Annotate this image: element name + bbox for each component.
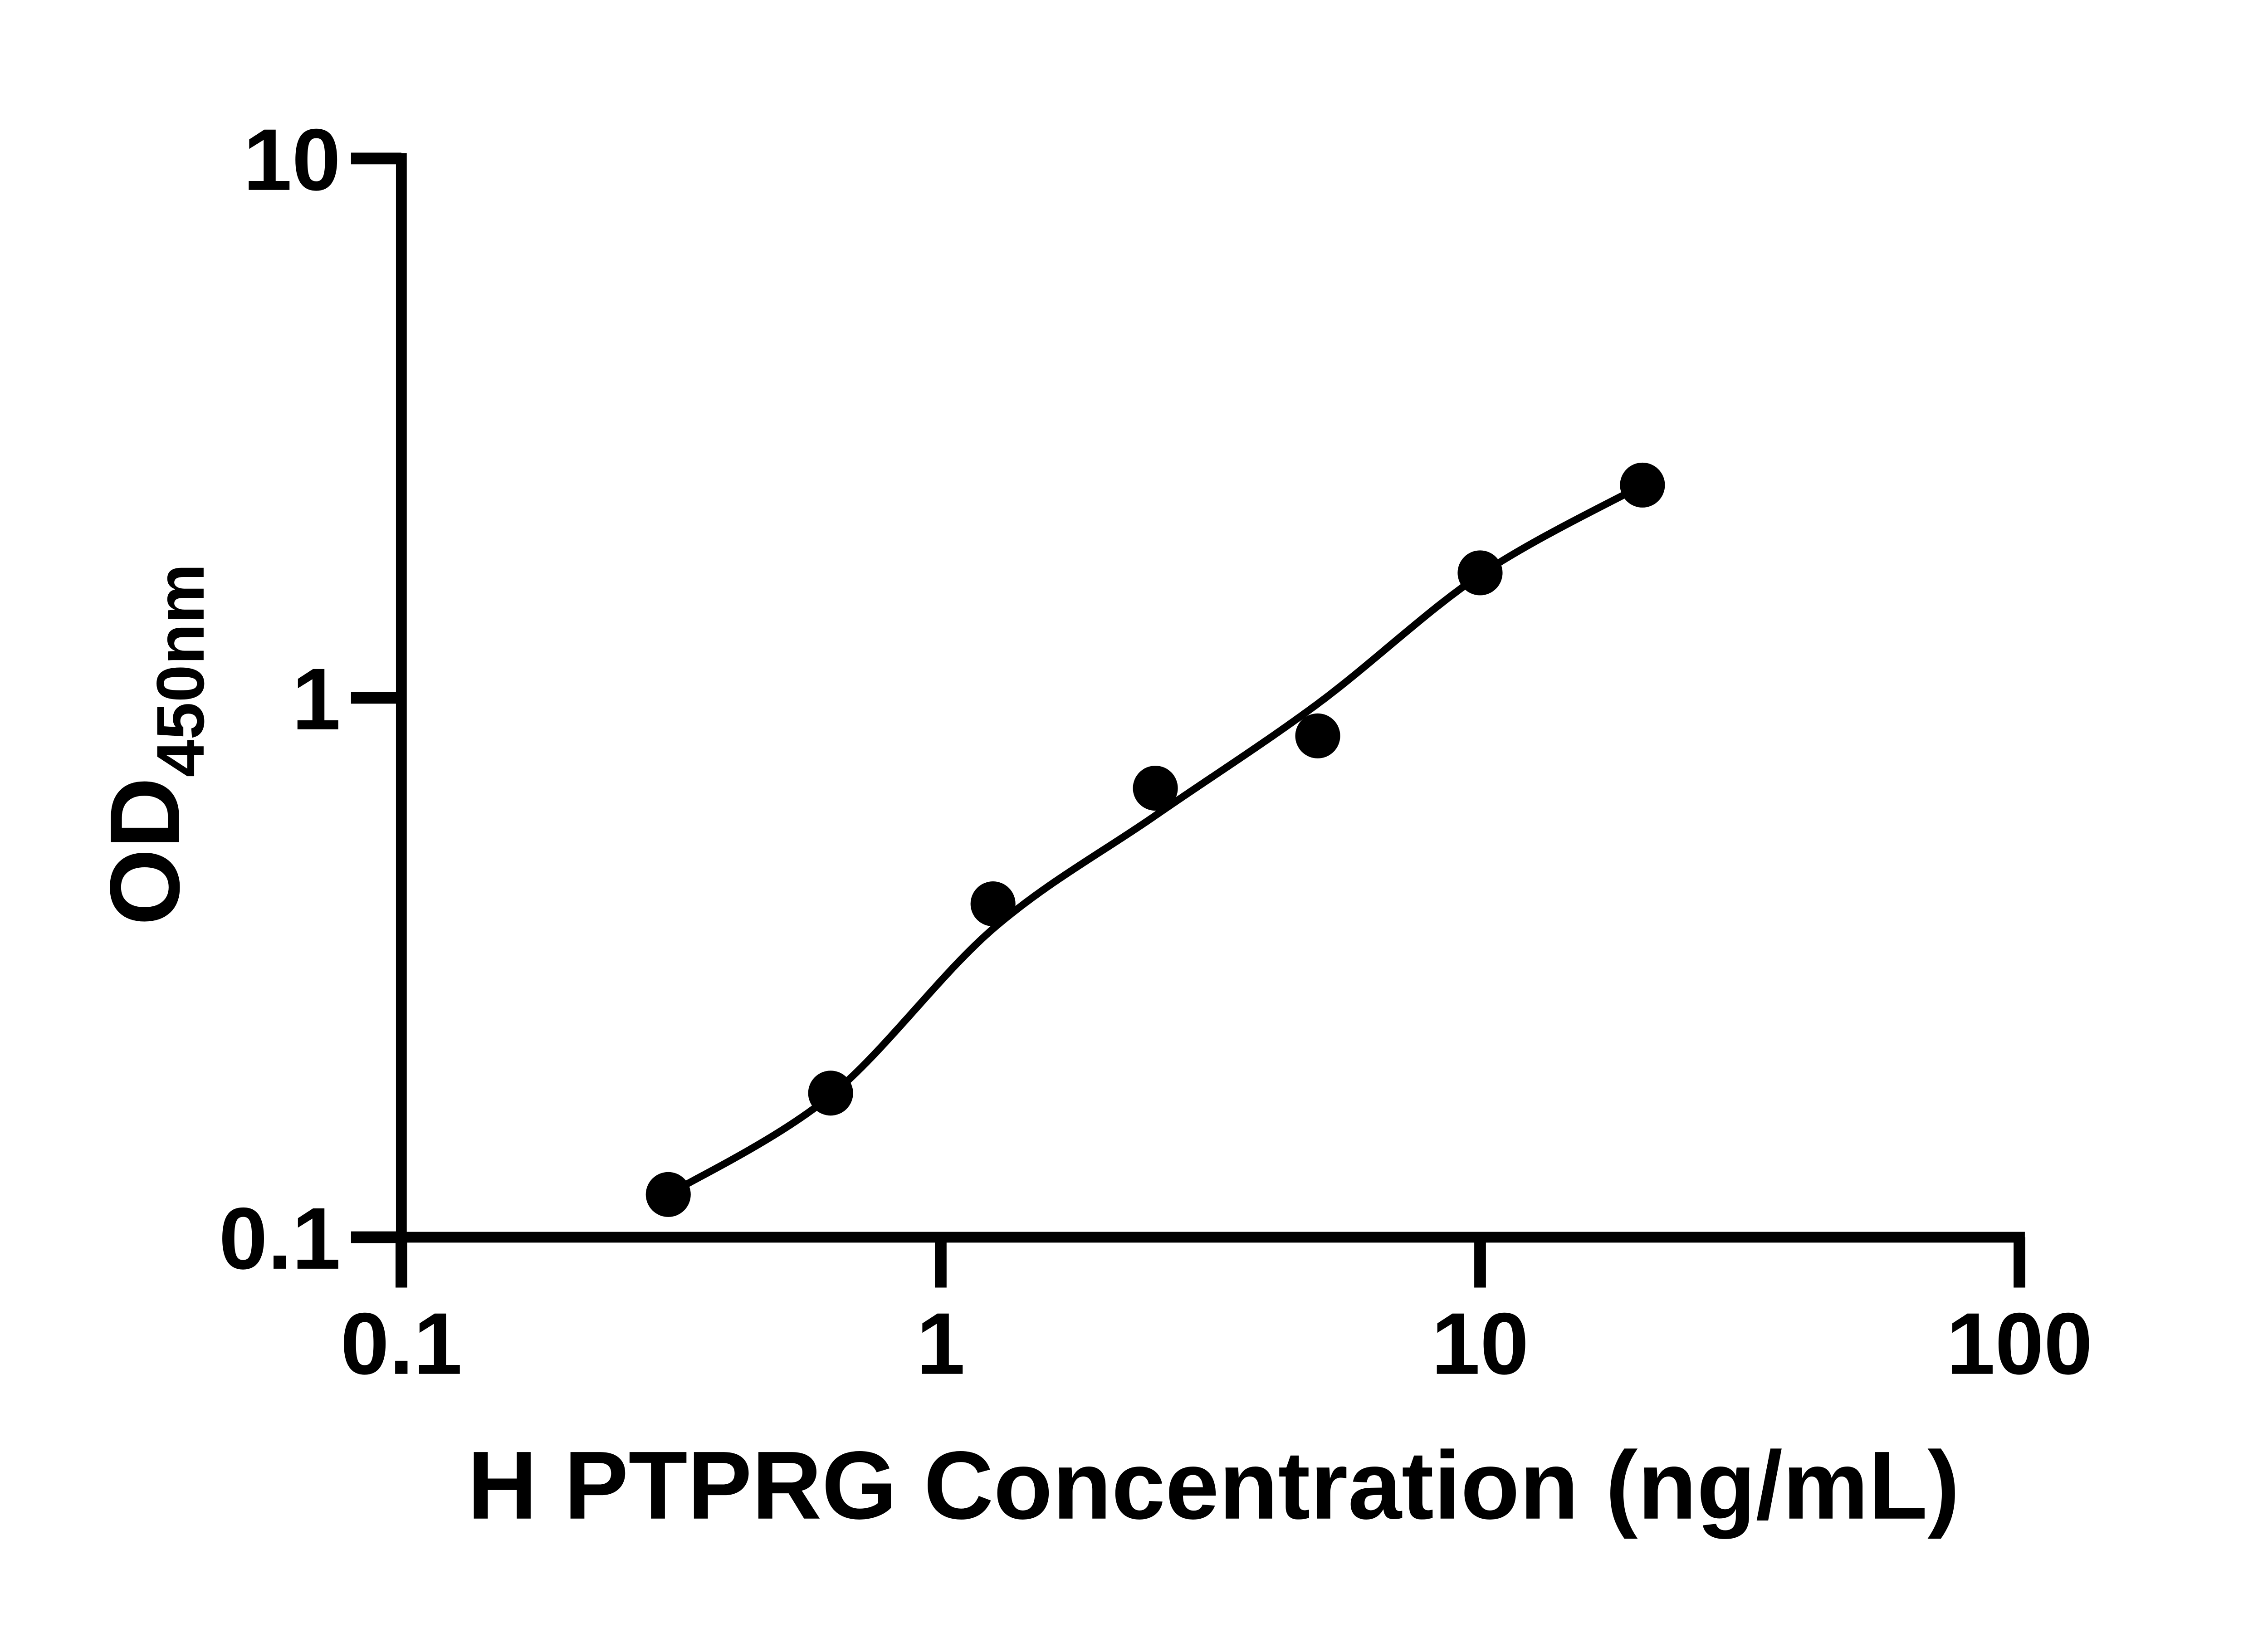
data-point — [645, 1172, 691, 1217]
y-axis-title-subscript-text: 450nm — [143, 564, 218, 777]
data-point — [1133, 766, 1178, 811]
x-axis-title: H PTPRG Concentration (ng/mL) — [467, 1432, 1960, 1540]
x-tick-label: 100 — [1946, 1295, 2092, 1393]
x-tick-label: 10 — [1432, 1295, 1529, 1393]
data-point — [1620, 462, 1665, 508]
x-tick-label: 0.1 — [341, 1295, 463, 1393]
plot-layer: 0.1 1 10 100 0.1 1 10 H PTPRG Concentration (ng… — [90, 111, 2092, 1540]
data-point — [1457, 550, 1503, 596]
data-point — [970, 881, 1016, 927]
x-tick-label: 1 — [916, 1295, 965, 1393]
data-point — [1295, 713, 1340, 758]
data-point — [808, 1071, 853, 1116]
y-tick-label: 10 — [243, 111, 341, 209]
chart-background — [0, 7, 2268, 1626]
y-tick-label: 1 — [292, 650, 341, 748]
y-axis-title: OD450nm — [90, 564, 218, 926]
y-tick-label: 0.1 — [219, 1189, 341, 1287]
y-axis-title-main-text: OD — [90, 777, 200, 925]
